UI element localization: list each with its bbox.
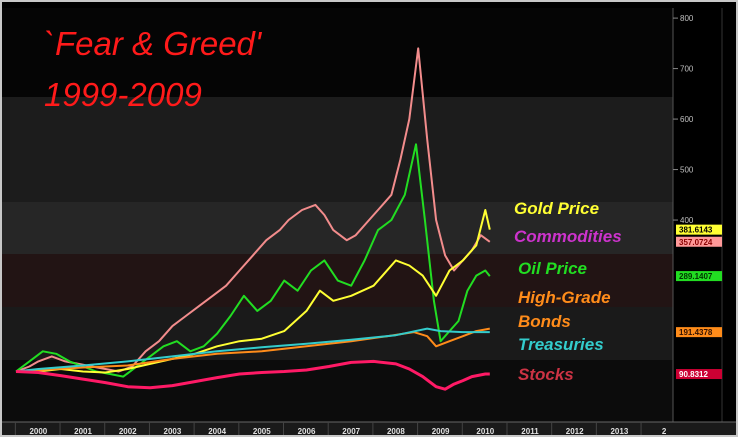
legend-gold-price: Gold Price: [514, 199, 599, 218]
series-line-bonds: [15, 327, 490, 373]
last-value-label: 90.8312: [679, 370, 708, 379]
y-axis-ticks: 800 700 600 500 400: [673, 14, 694, 225]
x-tick-label: 2012: [566, 427, 584, 436]
x-tick-label: 2: [662, 427, 667, 436]
legend-high-grade: High-Grade: [518, 288, 611, 307]
background-band: [2, 8, 673, 97]
last-value-box: [676, 369, 722, 380]
x-tick-label: 2002: [119, 427, 137, 436]
background-band: [2, 307, 673, 360]
x-axis-strip: [2, 422, 736, 435]
legend-treasuries: Treasuries: [518, 335, 604, 354]
x-tick-label: 2013: [610, 427, 628, 436]
x-tick-label: 2008: [387, 427, 405, 436]
chart-title-line-2: 1999-2009: [44, 76, 202, 113]
legend-bonds: Bonds: [518, 312, 571, 331]
last-value-label: 191.4378: [679, 328, 713, 337]
legend-stocks: Stocks: [518, 365, 574, 384]
last-value-box: [676, 224, 722, 235]
legend-oil-price: Oil Price: [518, 259, 587, 278]
y-tick-label: 700: [680, 65, 694, 74]
background-bands: [2, 8, 673, 422]
x-tick-label: 2009: [432, 427, 450, 436]
x-tick-label: 2001: [74, 427, 92, 436]
x-tick-label: 2007: [342, 427, 360, 436]
x-tick-label: 2010: [476, 427, 494, 436]
last-value-box: [676, 271, 722, 282]
last-value-box: [676, 327, 722, 338]
last-value-label: 357.0724: [679, 238, 713, 247]
x-tick-label: 2003: [164, 427, 182, 436]
x-tick-label: 2005: [253, 427, 271, 436]
legend-commodities: Commodities: [514, 227, 622, 246]
x-tick-label: 2011: [521, 427, 539, 436]
last-value-box: [676, 236, 722, 247]
y-tick-label: 400: [680, 216, 694, 225]
y-tick-label: 800: [680, 14, 694, 23]
x-axis: 2000 2001 2002 2003 2004 2005 2006 2007 2008 2009…: [2, 421, 736, 436]
chart-title-line-1: `Fear & Greed': [44, 25, 263, 62]
last-value-labels: 381.6143 357.0724 289.1407 191.4378 90.8312: [676, 224, 722, 380]
x-tick-label: 2004: [208, 427, 226, 436]
y-tick-label: 600: [680, 115, 694, 124]
last-value-label: 289.1407: [679, 272, 713, 281]
series-line-gold: [16, 209, 491, 374]
last-value-label: 381.6143: [679, 226, 713, 235]
series-lines: [15, 47, 491, 391]
x-tick-label: 2006: [298, 427, 316, 436]
series-line-treasuries: [15, 327, 490, 373]
background-band: [2, 202, 673, 254]
series-line-commodities: [15, 47, 491, 373]
x-tick-label: 2000: [29, 427, 47, 436]
series-line-stocks: [15, 359, 490, 391]
y-tick-label: 500: [680, 166, 694, 175]
background-band: [2, 97, 673, 202]
